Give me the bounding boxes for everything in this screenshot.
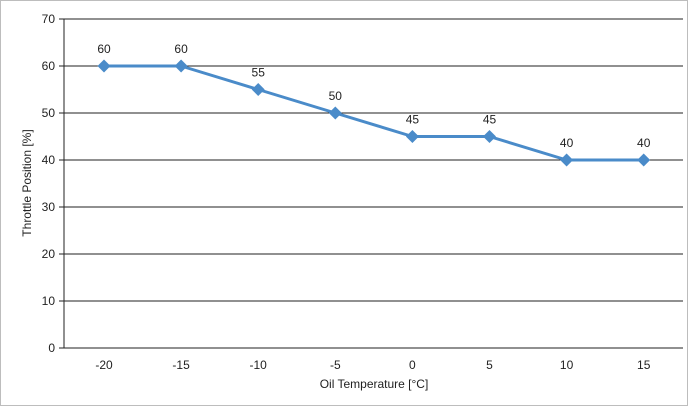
data-point-marker [97,59,111,73]
data-label: 50 [329,89,343,103]
grid-layer [59,18,683,349]
data-label: 55 [252,66,266,80]
data-point-marker [328,106,342,120]
data-point-marker [251,83,265,96]
data-point-marker [483,130,496,143]
y-tick-label: 10 [42,294,56,308]
data-labels: 60 60 55 50 45 45 40 40 [97,42,650,150]
x-tick-label: 15 [637,358,651,372]
x-tick-label: 0 [409,358,416,372]
data-label: 45 [483,113,497,127]
y-tick-label: 20 [42,247,56,261]
series-layer [97,59,651,167]
data-point-marker [560,153,574,167]
x-tick-labels: -20 -15 -10 -5 0 5 10 15 [95,358,650,372]
x-tick-label: -15 [172,358,190,372]
x-tick-label: 10 [560,358,574,372]
y-tick-labels: 0 10 20 30 40 50 60 70 [42,12,56,355]
y-tick-label: 50 [42,106,56,120]
x-tick-label: 5 [486,358,493,372]
x-tick-label: -10 [250,358,268,372]
data-point-marker [405,130,419,143]
y-tick-label: 0 [48,341,55,355]
x-axis-title: Oil Temperature [°C] [320,377,429,391]
data-point-marker [637,153,651,167]
x-tick-label: -20 [95,358,113,372]
y-tick-label: 60 [42,59,56,73]
y-tick-label: 70 [42,12,56,26]
data-point-marker [174,59,188,73]
x-tick-label: -5 [330,358,341,372]
data-label: 40 [560,136,574,150]
y-tick-label: 40 [42,153,56,167]
data-label: 60 [97,42,111,56]
series-line [104,64,644,162]
data-label: 60 [174,42,188,56]
y-tick-label: 30 [42,200,56,214]
data-label: 40 [637,136,651,150]
data-label: 45 [406,113,420,127]
y-axis-title: Throttle Position [%] [20,129,34,236]
